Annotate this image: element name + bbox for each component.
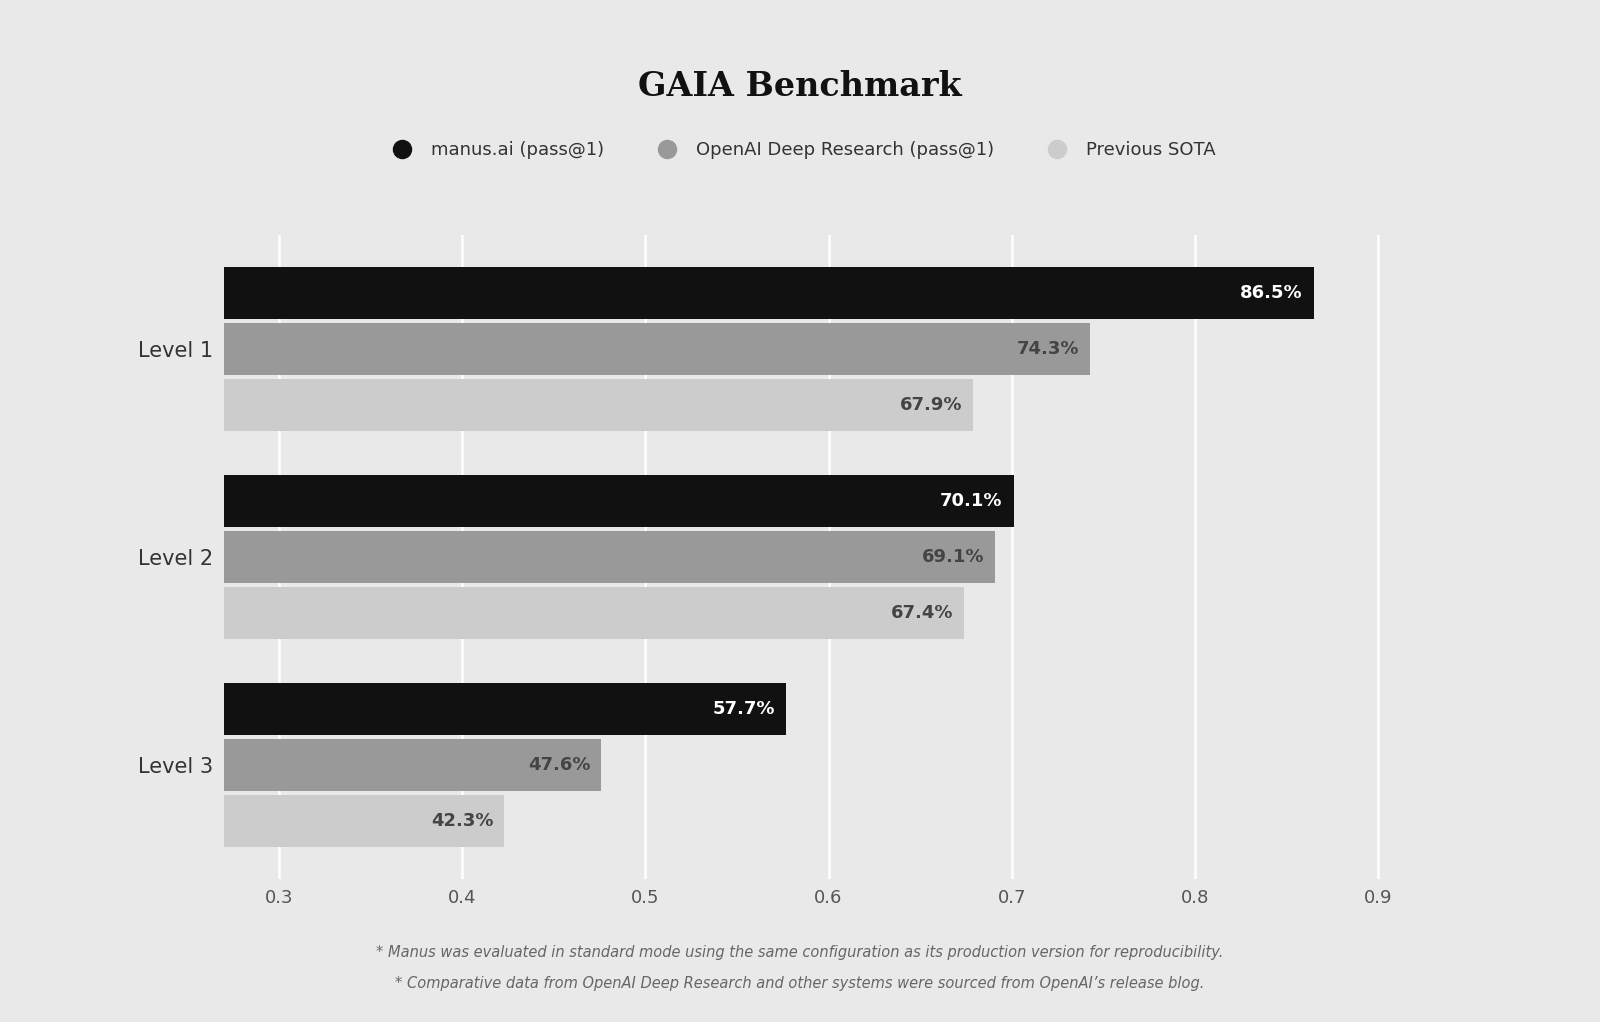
Bar — [224, 323, 1091, 375]
Text: 74.3%: 74.3% — [1018, 340, 1080, 359]
Bar — [224, 587, 965, 639]
Bar — [224, 267, 1314, 319]
Bar — [224, 531, 995, 583]
Text: 86.5%: 86.5% — [1240, 284, 1302, 303]
Bar — [224, 683, 786, 735]
Bar — [224, 379, 973, 431]
Bar — [224, 795, 504, 846]
Text: 47.6%: 47.6% — [528, 755, 590, 774]
Legend: manus.ai (pass@1), OpenAI Deep Research (pass@1), Previous SOTA: manus.ai (pass@1), OpenAI Deep Research … — [376, 134, 1224, 167]
Text: 42.3%: 42.3% — [430, 811, 493, 830]
Bar — [224, 739, 602, 791]
Text: GAIA Benchmark: GAIA Benchmark — [638, 71, 962, 103]
Bar — [224, 475, 1013, 527]
Text: 69.1%: 69.1% — [922, 548, 984, 566]
Text: 70.1%: 70.1% — [941, 492, 1003, 510]
Text: 57.7%: 57.7% — [714, 700, 776, 717]
Text: * Comparative data from OpenAI Deep Research and other systems were sourced from: * Comparative data from OpenAI Deep Rese… — [395, 976, 1205, 990]
Text: * Manus was evaluated in standard mode using the same configuration as its produ: * Manus was evaluated in standard mode u… — [376, 945, 1224, 960]
Text: 67.9%: 67.9% — [899, 397, 962, 414]
Text: 67.4%: 67.4% — [891, 604, 954, 622]
